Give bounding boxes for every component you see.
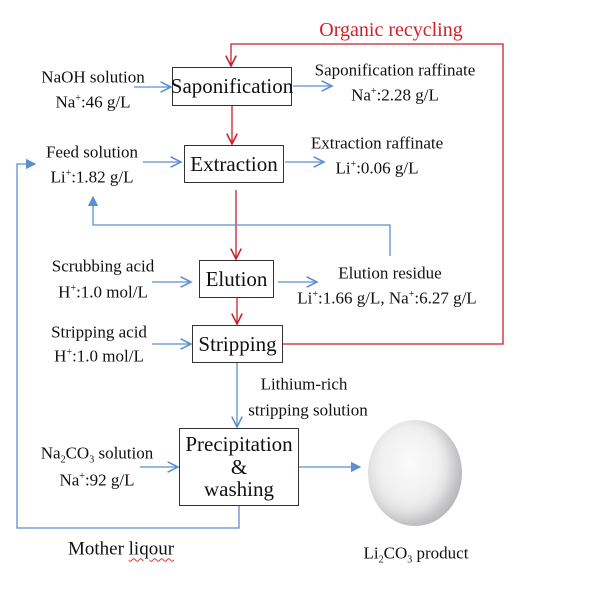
mother-liquor-line xyxy=(16,158,240,529)
precipitation-label-line2: & xyxy=(230,454,248,479)
elution-label: Elution xyxy=(205,266,268,291)
saponification-label: Saponification xyxy=(170,74,294,99)
sap-raffinate-conc: Na+:2.28 g/L xyxy=(351,85,439,105)
elution-residue-conc: Li+:1.66 g/L, Na+:6.27 g/L xyxy=(297,288,477,308)
feed-name: Feed solution xyxy=(45,142,139,162)
sap-raffinate-name: Saponification raffinate xyxy=(314,60,476,80)
naoh-conc: Na+:46 g/L xyxy=(55,92,131,112)
extraction-box: Extraction xyxy=(184,145,284,183)
precipitation-box: Precipitation & washing xyxy=(179,428,299,506)
li2co3-product-image xyxy=(368,420,462,526)
lithium-rich-label-2: stripping solution xyxy=(248,400,368,420)
stripping-label: Stripping xyxy=(198,331,277,356)
organic-recycling-line xyxy=(231,43,504,345)
elution-residue-name: Elution residue xyxy=(338,263,442,283)
ext-raffinate-name: Extraction raffinate xyxy=(310,133,444,153)
elution-box: Elution xyxy=(199,260,274,298)
precipitation-label-line3: washing xyxy=(204,477,274,502)
stripping-box: Stripping xyxy=(192,325,283,363)
mother-liquor-label: Mother liqour xyxy=(67,538,175,560)
product-label: Li2CO3 product xyxy=(363,543,469,566)
precipitation-label-line1: Precipitation xyxy=(185,431,293,456)
naoh-name: NaOH solution xyxy=(41,67,145,87)
elution-residue-feedback-line xyxy=(87,195,391,256)
stripping-acid-conc: H+:1.0 mol/L xyxy=(54,346,144,366)
saponification-box: Saponification xyxy=(170,67,294,106)
feed-conc: Li+:1.82 g/L xyxy=(50,167,134,187)
scrubbing-conc: H+:1.0 mol/L xyxy=(58,282,148,302)
scrubbing-name: Scrubbing acid xyxy=(51,256,155,276)
lithium-rich-label-1: Lithium-rich xyxy=(260,374,348,394)
na2co3-conc: Na+:92 g/L xyxy=(59,470,135,490)
stripping-acid-name: Stripping acid xyxy=(51,322,147,342)
extraction-label: Extraction xyxy=(190,151,278,176)
ext-raffinate-conc: Li+:0.06 g/L xyxy=(335,158,419,178)
na2co3-name: Na2CO3 solution xyxy=(40,443,154,466)
organic-recycling-label: Organic recycling xyxy=(319,19,463,41)
